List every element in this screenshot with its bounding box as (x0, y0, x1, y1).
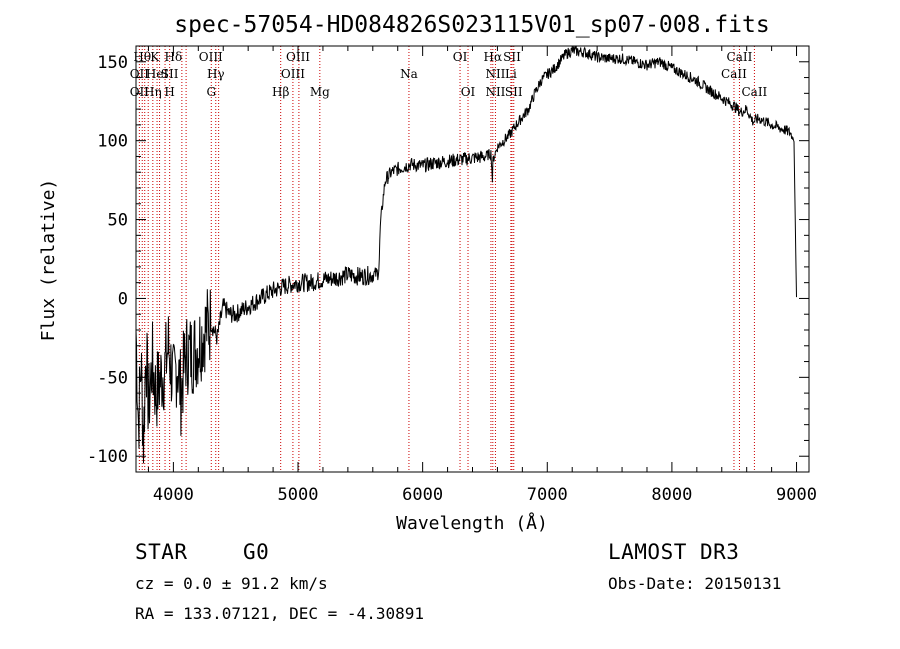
line-label: Na (400, 67, 418, 81)
line-label: Mg (310, 85, 330, 99)
line-label: SII (503, 50, 521, 64)
line-label: OI (453, 50, 468, 64)
y-tick-label: -100 (87, 447, 128, 467)
line-label: Hδ (165, 50, 183, 64)
object-type: STAR (135, 540, 188, 564)
line-label: Hη (144, 85, 162, 99)
sky-coordinates: RA = 133.07121, DEC = -4.30891 (135, 604, 424, 623)
line-label: OIII (281, 67, 305, 81)
y-tick-label: -50 (97, 368, 128, 388)
line-label: H (164, 85, 174, 99)
observation-date: Obs-Date: 20150131 (608, 574, 782, 593)
line-label: CaII (721, 67, 747, 81)
y-axis-label: Flux (relative) (38, 179, 59, 342)
line-label: OIII (286, 50, 310, 64)
emission-line-markers (138, 46, 755, 472)
line-label: Hγ (207, 67, 225, 81)
line-label: G (206, 85, 216, 99)
y-tick-label: 150 (97, 53, 128, 73)
line-label: K (150, 50, 160, 64)
line-label: SII (161, 67, 179, 81)
y-tick-label: 0 (118, 289, 128, 309)
x-tick-label: 4000 (153, 485, 194, 505)
x-tick-label: 8000 (651, 485, 692, 505)
line-label: Hα (484, 50, 503, 64)
line-label: CaII (741, 85, 767, 99)
x-axis: 4000 5000 6000 7000 8000 9000 (147, 46, 817, 505)
line-label: NII (485, 67, 505, 81)
plot-frame (135, 45, 810, 473)
x-axis-label: Wavelength (Å) (396, 512, 548, 534)
x-tick-label: 7000 (527, 485, 568, 505)
y-axis: -100 -50 0 50 100 150 (87, 45, 809, 473)
y-tick-label: 50 (108, 211, 128, 231)
line-label: HeI (146, 67, 169, 81)
survey-name: LAMOST DR3 (608, 540, 740, 564)
redshift-readout: cz = 0.0 ± 91.2 km/s (135, 574, 328, 593)
line-label: OI (461, 85, 476, 99)
line-label: OIII (199, 50, 223, 64)
line-label: NII (485, 85, 505, 99)
line-label: Hθ (133, 50, 151, 64)
x-tick-label: 6000 (402, 485, 443, 505)
y-tick-label: 100 (97, 132, 128, 152)
spectral-subclass: G0 (243, 540, 270, 564)
line-label: OII (130, 85, 150, 99)
spectrum-trace (135, 45, 797, 464)
x-tick-label: 9000 (776, 485, 817, 505)
x-tick-label: 5000 (278, 485, 319, 505)
spectrum-line (135, 45, 797, 464)
line-label: SII (505, 85, 523, 99)
line-label: Hβ (272, 85, 289, 99)
line-label: CaII (727, 50, 753, 64)
line-label: OII (130, 67, 150, 81)
line-label: Li (505, 67, 517, 81)
chart-title: spec-57054-HD084826S023115V01_sp07-008.f… (174, 12, 769, 38)
